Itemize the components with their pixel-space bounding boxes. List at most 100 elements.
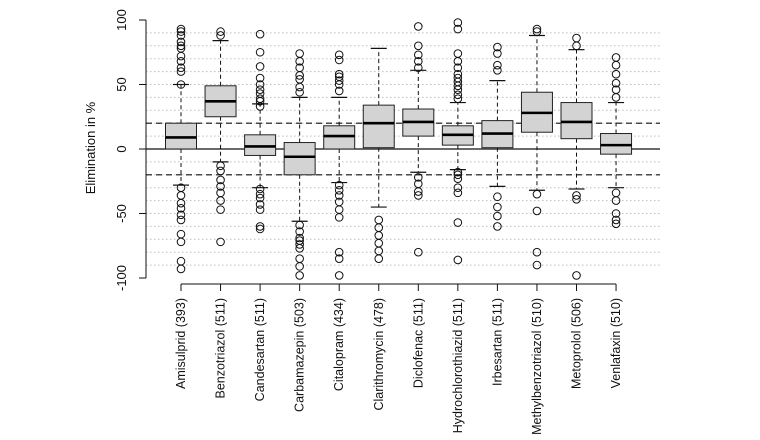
outlier-point: [176, 27, 186, 36]
outlier-point: [176, 63, 186, 73]
outlier-point: [255, 85, 265, 94]
outlier-point: [374, 223, 384, 232]
outlier-point: [176, 67, 186, 76]
outlier-point: [334, 205, 344, 214]
box: [362, 104, 395, 149]
outlier-point: [216, 31, 225, 40]
category-label: Benzotriazol (511): [214, 298, 228, 399]
box-group: [244, 29, 277, 234]
outlier-point: [255, 224, 265, 234]
outlier-point: [176, 191, 186, 200]
outlier-point: [255, 29, 265, 39]
outlier-point: [453, 183, 463, 192]
outlier-point: [611, 69, 621, 79]
category-label: Metoprolol (506): [570, 298, 584, 389]
outlier-point: [374, 246, 384, 256]
outlier-point: [216, 161, 225, 171]
outlier-point: [255, 62, 265, 71]
outlier-point: [334, 271, 344, 280]
outlier-point: [255, 200, 265, 209]
outlier-point: [611, 93, 621, 102]
outlier-point: [295, 240, 304, 249]
outlier-point: [453, 24, 463, 34]
category-label: Methylbenzotriazol (510): [530, 298, 544, 435]
category-label: Candesartan (511): [253, 298, 267, 401]
outlier-point: [176, 237, 186, 247]
outlier-point: [255, 189, 265, 199]
outlier-point: [493, 192, 502, 202]
outlier-point: [453, 170, 463, 180]
outlier-point: [414, 22, 423, 31]
outlier-point: [532, 247, 542, 257]
y-axis-label: Elimination in %: [83, 101, 98, 194]
y-axis: -100 -50 0 50 100: [114, 9, 147, 291]
outlier-point: [295, 271, 304, 280]
outlier-point: [374, 215, 384, 225]
outlier-point: [334, 247, 344, 257]
outlier-point: [453, 188, 463, 198]
outlier-point: [493, 202, 502, 212]
outlier-point: [611, 60, 621, 70]
outlier-point: [295, 227, 304, 236]
outlier-point: [493, 211, 502, 221]
outlier-point: [216, 237, 225, 247]
outlier-point: [453, 90, 463, 100]
outlier-point: [493, 66, 502, 75]
outlier-point: [611, 219, 621, 229]
category-label: Amisulprid (393): [174, 298, 188, 389]
outlier-point: [453, 49, 463, 58]
outlier-point: [611, 209, 621, 218]
outlier-point: [176, 198, 186, 208]
outlier-point: [176, 229, 186, 239]
category-label: Irbesartan (511): [490, 298, 504, 386]
outlier-point: [532, 189, 542, 199]
outlier-point: [572, 195, 581, 204]
outlier-point: [453, 255, 463, 265]
outlier-point: [295, 87, 304, 97]
outlier-point: [414, 63, 423, 73]
outlier-point: [414, 41, 423, 51]
outlier-point: [295, 254, 304, 263]
outlier-point: [255, 73, 265, 83]
outlier-point: [295, 233, 304, 243]
reference-lines: [146, 122, 660, 176]
y-tick-label: -50: [114, 204, 129, 223]
outlier-point: [493, 42, 502, 52]
box-group: [560, 33, 593, 280]
outlier-point: [493, 60, 502, 70]
outlier-point: [255, 102, 265, 111]
outlier-point: [334, 254, 344, 263]
outlier-point: [414, 191, 423, 200]
outlier-point: [176, 24, 186, 34]
outlier-point: [334, 55, 344, 65]
outlier-point: [611, 215, 621, 225]
box-group: [402, 22, 435, 257]
outlier-point: [216, 182, 225, 191]
outlier-point: [176, 51, 186, 61]
outlier-point: [255, 184, 265, 194]
category-label: Citalopram (434): [332, 298, 346, 391]
outlier-point: [176, 80, 186, 89]
outlier-point: [176, 37, 186, 47]
outlier-point: [374, 254, 384, 263]
outlier-point: [176, 41, 186, 51]
outlier-point: [414, 187, 423, 196]
category-label: Diclofenac (511): [411, 298, 425, 388]
outlier-point: [453, 81, 463, 91]
outlier-point: [611, 196, 621, 205]
outlier-point: [295, 262, 304, 271]
outlier-point: [176, 215, 186, 225]
outlier-point: [255, 222, 265, 231]
outlier-point: [334, 213, 344, 222]
outlier-point: [176, 56, 186, 66]
box-group: [520, 24, 553, 270]
box-group: [204, 27, 237, 247]
outlier-point: [374, 231, 384, 240]
category-label: Carbamazepin (503): [293, 298, 307, 412]
box-group: [600, 53, 633, 229]
outlier-point: [176, 256, 186, 266]
outlier-point: [176, 264, 186, 274]
outlier-point: [334, 76, 344, 85]
outlier-point: [255, 193, 265, 203]
